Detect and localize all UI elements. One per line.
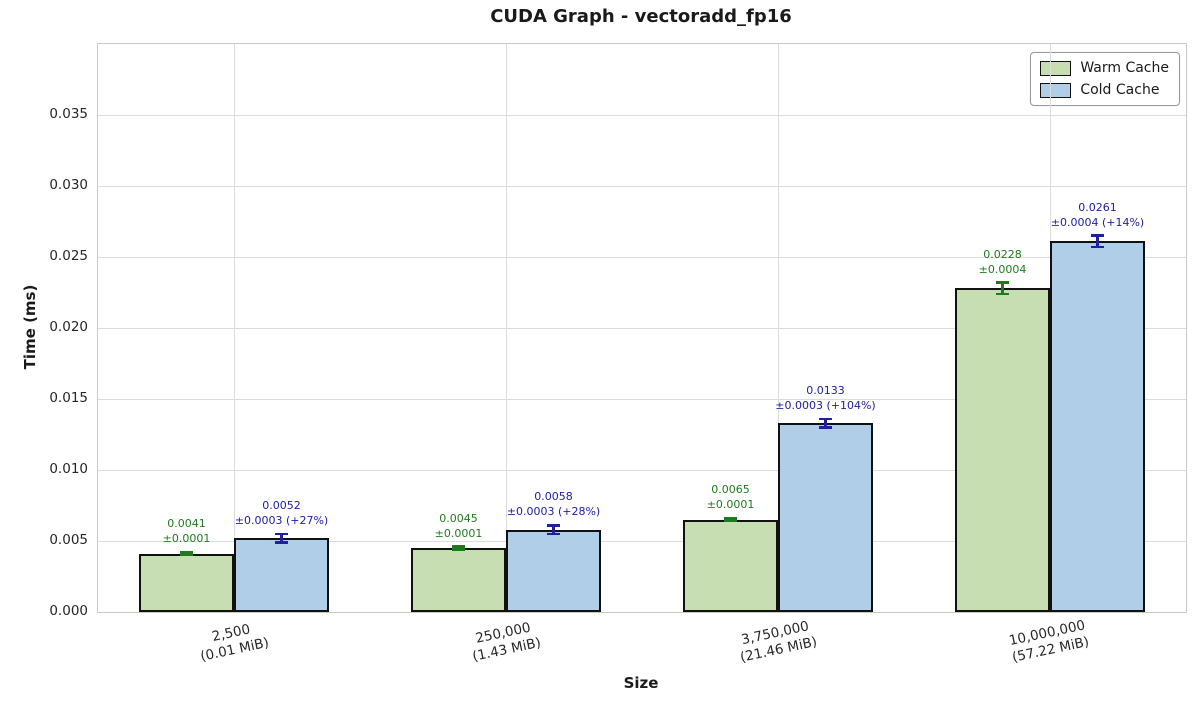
error-bar-cap bbox=[452, 545, 465, 548]
legend-entry-cold-cache: Cold Cache bbox=[1040, 82, 1169, 98]
error-bar-line bbox=[457, 546, 460, 550]
error-bar-cap bbox=[819, 426, 832, 429]
gridline-h bbox=[98, 256, 1186, 258]
bar-value-annotation: 0.0261 ±0.0004 (+14%) bbox=[1003, 200, 1193, 230]
gridline-v bbox=[233, 44, 235, 612]
y-tick-label: 0.030 bbox=[49, 177, 88, 193]
y-tick-label: 0.010 bbox=[49, 461, 88, 477]
cold-cache-swatch-icon bbox=[1040, 82, 1072, 98]
x-axis-label: Size bbox=[623, 674, 659, 692]
bar-value-annotation: 0.0052 ±0.0003 (+27%) bbox=[187, 498, 377, 528]
x-tick-label: 3,750,000 (21.46 MiB) bbox=[676, 605, 879, 680]
y-tick-label: 0.000 bbox=[49, 603, 88, 619]
error-bar-cap bbox=[275, 541, 288, 544]
error-bar-line bbox=[280, 533, 283, 543]
annotation-value: 0.0228 bbox=[983, 247, 1022, 261]
bar-warm-cache bbox=[683, 519, 778, 612]
error-bar-cap bbox=[819, 417, 832, 421]
legend-label: Warm Cache bbox=[1080, 60, 1169, 76]
legend-label: Cold Cache bbox=[1080, 82, 1160, 98]
annotation-value: 0.0045 bbox=[439, 511, 478, 525]
error-bar-cap bbox=[547, 524, 560, 527]
gridline-v bbox=[505, 44, 507, 612]
y-tick-label: 0.035 bbox=[49, 106, 88, 122]
bar-warm-cache bbox=[139, 553, 234, 612]
annotation-value: 0.0058 bbox=[534, 490, 573, 504]
bar-warm-cache bbox=[411, 548, 506, 612]
error-bar-cap bbox=[180, 553, 193, 557]
y-tick-label: 0.025 bbox=[49, 248, 88, 264]
error-bar-cap bbox=[180, 551, 193, 554]
x-tick-label: 2,500 (0.01 MiB) bbox=[132, 605, 335, 680]
error-bar-line bbox=[552, 525, 555, 534]
gridline-v bbox=[777, 44, 779, 612]
annotation-value: 0.0133 bbox=[806, 383, 845, 397]
error-bar-cap bbox=[996, 292, 1009, 296]
annotation-error: ±0.0004 (+14%) bbox=[1050, 215, 1145, 229]
y-tick-label: 0.005 bbox=[49, 532, 88, 548]
bar-warm-cache bbox=[955, 288, 1050, 612]
gridline-h bbox=[98, 398, 1186, 400]
annotation-error: ±0.0001 bbox=[434, 526, 483, 540]
annotation-value: 0.0065 bbox=[711, 483, 750, 497]
error-bar-line bbox=[729, 518, 732, 522]
error-bar-cap bbox=[1091, 245, 1104, 249]
x-tick-label: 10,000,000 (57.22 MiB) bbox=[948, 605, 1151, 680]
error-bar-line bbox=[185, 552, 188, 556]
gridline-h bbox=[98, 327, 1186, 329]
y-tick-label: 0.020 bbox=[49, 319, 88, 335]
bar-cold-cache bbox=[234, 538, 329, 612]
bar-value-annotation: 0.0065 ±0.0001 bbox=[636, 482, 826, 512]
error-bar-cap bbox=[452, 548, 465, 551]
annotation-value: 0.0052 bbox=[262, 498, 301, 512]
annotation-error: ±0.0001 bbox=[162, 532, 211, 546]
bar-cold-cache bbox=[1050, 241, 1145, 612]
gridline-h bbox=[98, 469, 1186, 471]
y-tick-label: 0.015 bbox=[49, 390, 88, 406]
annotation-error: ±0.0003 (+28%) bbox=[506, 505, 601, 519]
annotation-value: 0.0261 bbox=[1078, 200, 1117, 214]
bar-value-annotation: 0.0041 ±0.0001 bbox=[92, 516, 282, 546]
error-bar-cap bbox=[547, 532, 560, 536]
annotation-value: 0.0041 bbox=[167, 517, 206, 531]
error-bar-cap bbox=[724, 516, 737, 520]
bar-value-annotation: 0.0045 ±0.0001 bbox=[364, 511, 554, 541]
annotation-error: ±0.0003 (+104%) bbox=[775, 398, 876, 412]
error-bar-line bbox=[824, 418, 827, 428]
gridline-h bbox=[98, 185, 1186, 187]
bar-cold-cache bbox=[778, 423, 873, 612]
bar-value-annotation: 0.0228 ±0.0004 bbox=[908, 247, 1098, 277]
error-bar-cap bbox=[1091, 234, 1104, 237]
error-bar-cap bbox=[275, 532, 288, 536]
error-bar-line bbox=[1096, 235, 1099, 248]
chart-title: CUDA Graph - vectoradd_fp16 bbox=[490, 6, 792, 27]
plot-area: Warm Cache Cold Cache 0.0041 ±0.0001 0.004… bbox=[97, 43, 1187, 613]
x-tick-label: 250,000 (1.43 MiB) bbox=[404, 605, 607, 680]
bar-value-annotation: 0.0058 ±0.0003 (+28%) bbox=[459, 489, 649, 519]
warm-cache-swatch-icon bbox=[1040, 60, 1072, 76]
annotation-error: ±0.0003 (+27%) bbox=[234, 513, 329, 527]
error-bar-cap bbox=[996, 281, 1009, 284]
bar-cold-cache bbox=[506, 529, 601, 612]
error-bar-cap bbox=[724, 519, 737, 523]
legend-entry-warm-cache: Warm Cache bbox=[1040, 60, 1169, 76]
error-bar-line bbox=[1001, 282, 1004, 294]
bar-value-annotation: 0.0133 ±0.0003 (+104%) bbox=[731, 383, 921, 413]
annotation-error: ±0.0004 bbox=[978, 262, 1027, 276]
annotation-error: ±0.0001 bbox=[706, 498, 755, 512]
legend: Warm Cache Cold Cache bbox=[1030, 52, 1180, 106]
gridline-h bbox=[98, 114, 1186, 116]
gridline-h bbox=[98, 540, 1186, 542]
